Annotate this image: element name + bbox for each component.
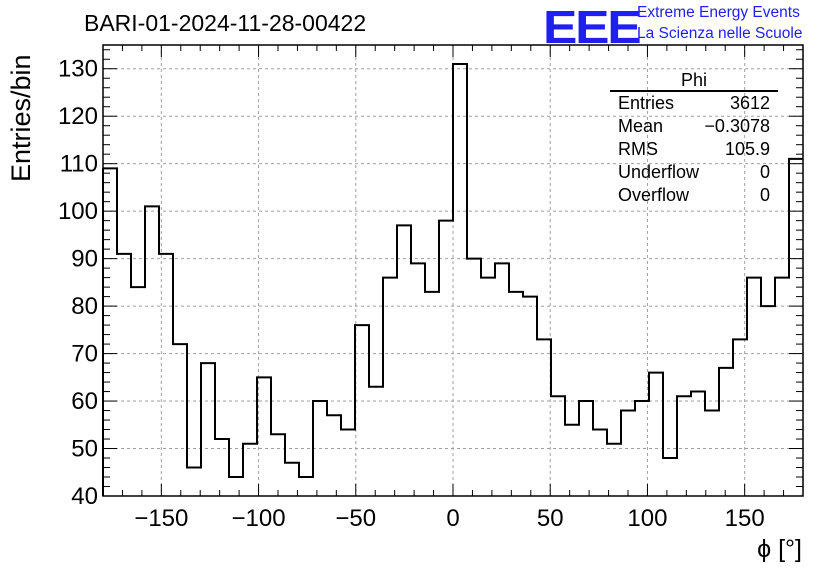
stats-row-entries: Entries 3612	[610, 92, 778, 115]
axis-ticks	[102, 45, 804, 497]
tick-labels: −150 −100 −50 0 50 100 150 40 50 60 70 80 90 100 110 12…	[58, 56, 765, 532]
histogram-outline	[103, 62, 803, 479]
y-tick-label: 50	[71, 436, 98, 463]
x-axis-label: ϕ [°]	[757, 535, 802, 563]
stats-label: Underflow	[618, 162, 700, 182]
stats-label: Overflow	[618, 185, 690, 205]
stats-value: 0	[759, 162, 770, 182]
y-tick-label: 80	[71, 293, 98, 320]
stats-label: Entries	[618, 93, 675, 113]
stats-row-mean: Mean −0.3078	[610, 115, 778, 138]
logo-line-2: La Scienza nelle Scuole	[637, 25, 803, 42]
stats-value: 0	[759, 185, 770, 205]
stats-row-overflow: Overflow 0	[610, 184, 778, 207]
x-tick-label: −50	[335, 505, 376, 532]
eee-logo: EEE	[543, 1, 642, 53]
x-tick-label: 0	[446, 505, 459, 532]
stats-label: Mean	[618, 116, 664, 136]
stats-title: Phi	[610, 70, 778, 92]
y-tick-label: 120	[58, 103, 98, 130]
y-tick-label: 130	[58, 56, 98, 83]
stats-row-rms: RMS 105.9	[610, 138, 778, 161]
stats-value: −0.3078	[704, 116, 770, 136]
y-tick-label: 100	[58, 198, 98, 225]
y-tick-label: 90	[71, 246, 98, 273]
x-tick-label: −100	[232, 505, 286, 532]
logo-line-1: Extreme Energy Events	[637, 4, 800, 21]
y-tick-label: 40	[71, 483, 98, 510]
stats-box: Phi Entries 3612 Mean −0.3078 RMS 105.9 …	[610, 70, 778, 207]
y-tick-label: 70	[71, 341, 98, 368]
stats-value: 3612	[729, 93, 770, 113]
x-tick-label: 50	[537, 505, 564, 532]
y-tick-label: 110	[60, 151, 98, 178]
plot-title: BARI-01-2024-11-28-00422	[84, 10, 367, 36]
stats-value: 105.9	[724, 139, 770, 159]
x-tick-label: 150	[725, 505, 765, 532]
logo-text: Extreme Energy Events La Scienza nelle S…	[637, 2, 802, 44]
y-axis-label: Entries/bin	[6, 54, 36, 182]
x-tick-label: −150	[134, 505, 188, 532]
stats-row-underflow: Underflow 0	[610, 161, 778, 184]
y-tick-label: 60	[71, 388, 98, 415]
stats-label: RMS	[618, 139, 658, 159]
x-tick-label: 100	[627, 505, 667, 532]
